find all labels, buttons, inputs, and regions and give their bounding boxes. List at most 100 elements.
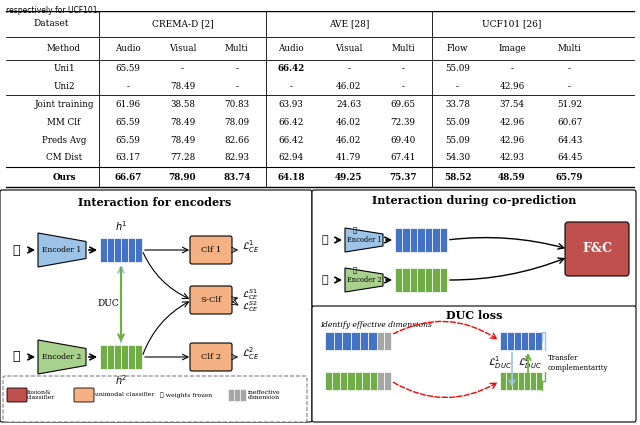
Text: 🔊: 🔊 — [12, 351, 20, 363]
Text: Transfer
complementarity: Transfer complementarity — [548, 354, 609, 371]
Bar — [121, 238, 128, 262]
Text: -: - — [402, 82, 404, 91]
FancyBboxPatch shape — [312, 306, 636, 422]
Bar — [384, 372, 391, 390]
Polygon shape — [38, 233, 86, 267]
Text: CREMA-D [2]: CREMA-D [2] — [152, 19, 213, 28]
Text: 70.83: 70.83 — [224, 100, 250, 109]
Text: 33.78: 33.78 — [445, 100, 470, 109]
Bar — [107, 238, 114, 262]
Text: 48.59: 48.59 — [498, 173, 526, 181]
Bar — [440, 268, 447, 292]
Text: 46.02: 46.02 — [336, 82, 362, 91]
Text: Uni1: Uni1 — [53, 64, 75, 73]
Bar — [425, 268, 432, 292]
FancyBboxPatch shape — [312, 190, 636, 307]
Text: 60.67: 60.67 — [557, 118, 582, 127]
Bar — [128, 345, 135, 369]
Bar — [500, 372, 506, 390]
Text: DUC: DUC — [97, 298, 119, 308]
Text: Clf 2: Clf 2 — [201, 353, 221, 361]
Bar — [121, 345, 128, 369]
Text: Encoder 1: Encoder 1 — [42, 246, 82, 254]
Text: 65.59: 65.59 — [116, 118, 140, 127]
Bar — [384, 332, 391, 350]
Text: Joint training: Joint training — [35, 100, 93, 109]
Text: -: - — [511, 64, 513, 73]
Text: Visual: Visual — [169, 44, 196, 53]
Text: Clf 1: Clf 1 — [201, 246, 221, 254]
Bar — [228, 389, 234, 401]
FancyBboxPatch shape — [190, 343, 232, 371]
Bar — [355, 372, 362, 390]
Bar — [536, 372, 542, 390]
Text: Dataset: Dataset — [33, 19, 69, 28]
Text: MM Clf: MM Clf — [47, 118, 81, 127]
Bar — [432, 268, 440, 292]
Text: $\mathcal{L}^2_{DUC}$: $\mathcal{L}^2_{DUC}$ — [518, 354, 542, 371]
Bar — [410, 268, 417, 292]
Text: Visual: Visual — [335, 44, 362, 53]
Text: 65.59: 65.59 — [116, 136, 140, 144]
Text: Identify effective dimensions: Identify effective dimensions — [320, 321, 432, 329]
Bar — [234, 389, 240, 401]
Bar — [135, 238, 142, 262]
Bar — [348, 372, 355, 390]
Text: 58.52: 58.52 — [444, 173, 471, 181]
Text: CM Dist: CM Dist — [46, 153, 82, 162]
Text: 🔒: 🔒 — [353, 267, 357, 273]
Bar — [521, 332, 528, 350]
Text: 41.79: 41.79 — [336, 153, 362, 162]
Text: Multi: Multi — [225, 44, 249, 53]
Text: unimodal classifier: unimodal classifier — [95, 393, 154, 397]
Bar — [524, 372, 530, 390]
Text: -: - — [127, 82, 129, 91]
Text: Multi: Multi — [391, 44, 415, 53]
Text: UCF101 [26]: UCF101 [26] — [483, 19, 541, 28]
Text: $h^1$: $h^1$ — [115, 219, 127, 233]
Text: 55.09: 55.09 — [445, 118, 470, 127]
Text: Audio: Audio — [278, 44, 304, 53]
Text: fusion&
classifier: fusion& classifier — [27, 390, 55, 400]
Text: Flow: Flow — [447, 44, 468, 53]
Text: 63.17: 63.17 — [115, 153, 141, 162]
Text: 82.93: 82.93 — [224, 153, 250, 162]
Bar — [506, 372, 512, 390]
Text: 🖼: 🖼 — [322, 235, 328, 245]
Text: 51.92: 51.92 — [557, 100, 582, 109]
Text: 🔒: 🔒 — [353, 227, 357, 233]
Text: -: - — [181, 64, 184, 73]
Text: Image: Image — [498, 44, 526, 53]
Text: -: - — [348, 64, 350, 73]
Text: Method: Method — [47, 44, 81, 53]
Text: 69.40: 69.40 — [390, 136, 416, 144]
Text: 37.54: 37.54 — [499, 100, 525, 109]
Text: 78.49: 78.49 — [170, 118, 195, 127]
Text: S-Clf: S-Clf — [200, 296, 221, 304]
Text: 72.39: 72.39 — [390, 118, 416, 127]
Text: $h^2$: $h^2$ — [115, 373, 127, 387]
Text: $\mathcal{L}^1_{DUC}$: $\mathcal{L}^1_{DUC}$ — [488, 354, 512, 371]
Bar — [100, 345, 107, 369]
Text: 🖼: 🖼 — [12, 244, 20, 257]
Text: 66.42: 66.42 — [278, 64, 305, 73]
Text: Encoder 1: Encoder 1 — [347, 236, 381, 244]
Text: respectively for UCF101.: respectively for UCF101. — [6, 6, 100, 15]
Bar — [114, 345, 121, 369]
Bar — [333, 332, 342, 350]
Text: 42.96: 42.96 — [499, 136, 525, 144]
Text: 63.93: 63.93 — [279, 100, 303, 109]
Bar — [417, 228, 425, 252]
FancyBboxPatch shape — [3, 376, 307, 422]
Bar — [340, 372, 348, 390]
Text: AVE [28]: AVE [28] — [328, 19, 369, 28]
Text: 42.96: 42.96 — [499, 82, 525, 91]
Polygon shape — [345, 228, 383, 252]
Text: -: - — [236, 82, 238, 91]
Bar — [530, 372, 536, 390]
Bar — [100, 238, 107, 262]
Bar — [514, 332, 521, 350]
Text: 75.37: 75.37 — [390, 173, 417, 181]
Bar — [512, 372, 518, 390]
Bar — [432, 228, 440, 252]
